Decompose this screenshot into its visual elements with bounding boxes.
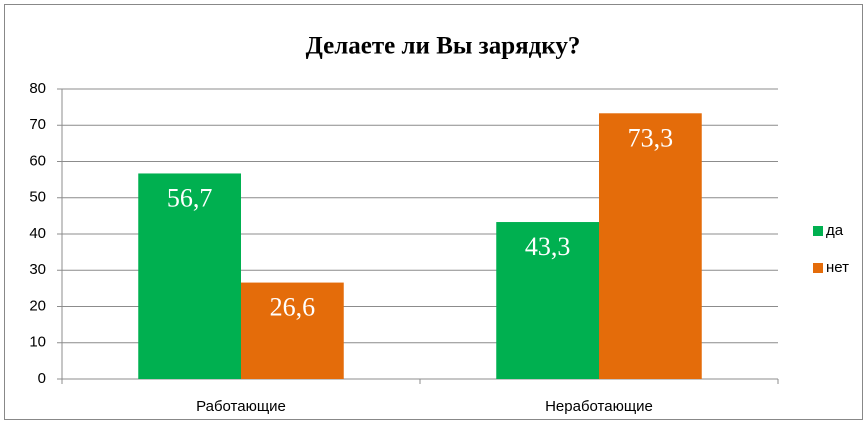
y-tick-label: 20 — [29, 297, 46, 314]
y-tick-label: 50 — [29, 189, 46, 206]
legend-label: нет — [826, 259, 849, 276]
y-tick-label: 70 — [29, 116, 46, 133]
y-tick-label: 80 — [29, 80, 46, 97]
bar — [138, 173, 241, 379]
x-tick-label: Работающие — [196, 398, 286, 415]
bar — [241, 282, 344, 379]
y-tick-label: 0 — [38, 370, 46, 387]
chart-frame — [4, 4, 863, 420]
y-tick-label: 40 — [29, 225, 46, 242]
bar — [496, 222, 599, 379]
value-label: 73,3 — [628, 123, 674, 152]
legend-swatch — [813, 226, 823, 236]
bar — [599, 113, 702, 379]
legend-label: да — [826, 222, 844, 239]
chart-title: Делаете ли Вы зарядку? — [306, 33, 581, 60]
x-tick-label: Неработающие — [545, 398, 653, 415]
value-label: 56,7 — [167, 183, 213, 212]
value-label: 43,3 — [525, 232, 571, 261]
legend-swatch — [813, 263, 823, 273]
y-tick-label: 30 — [29, 261, 46, 278]
y-tick-label: 60 — [29, 152, 46, 169]
y-tick-label: 10 — [29, 334, 46, 351]
value-label: 26,6 — [270, 293, 316, 322]
